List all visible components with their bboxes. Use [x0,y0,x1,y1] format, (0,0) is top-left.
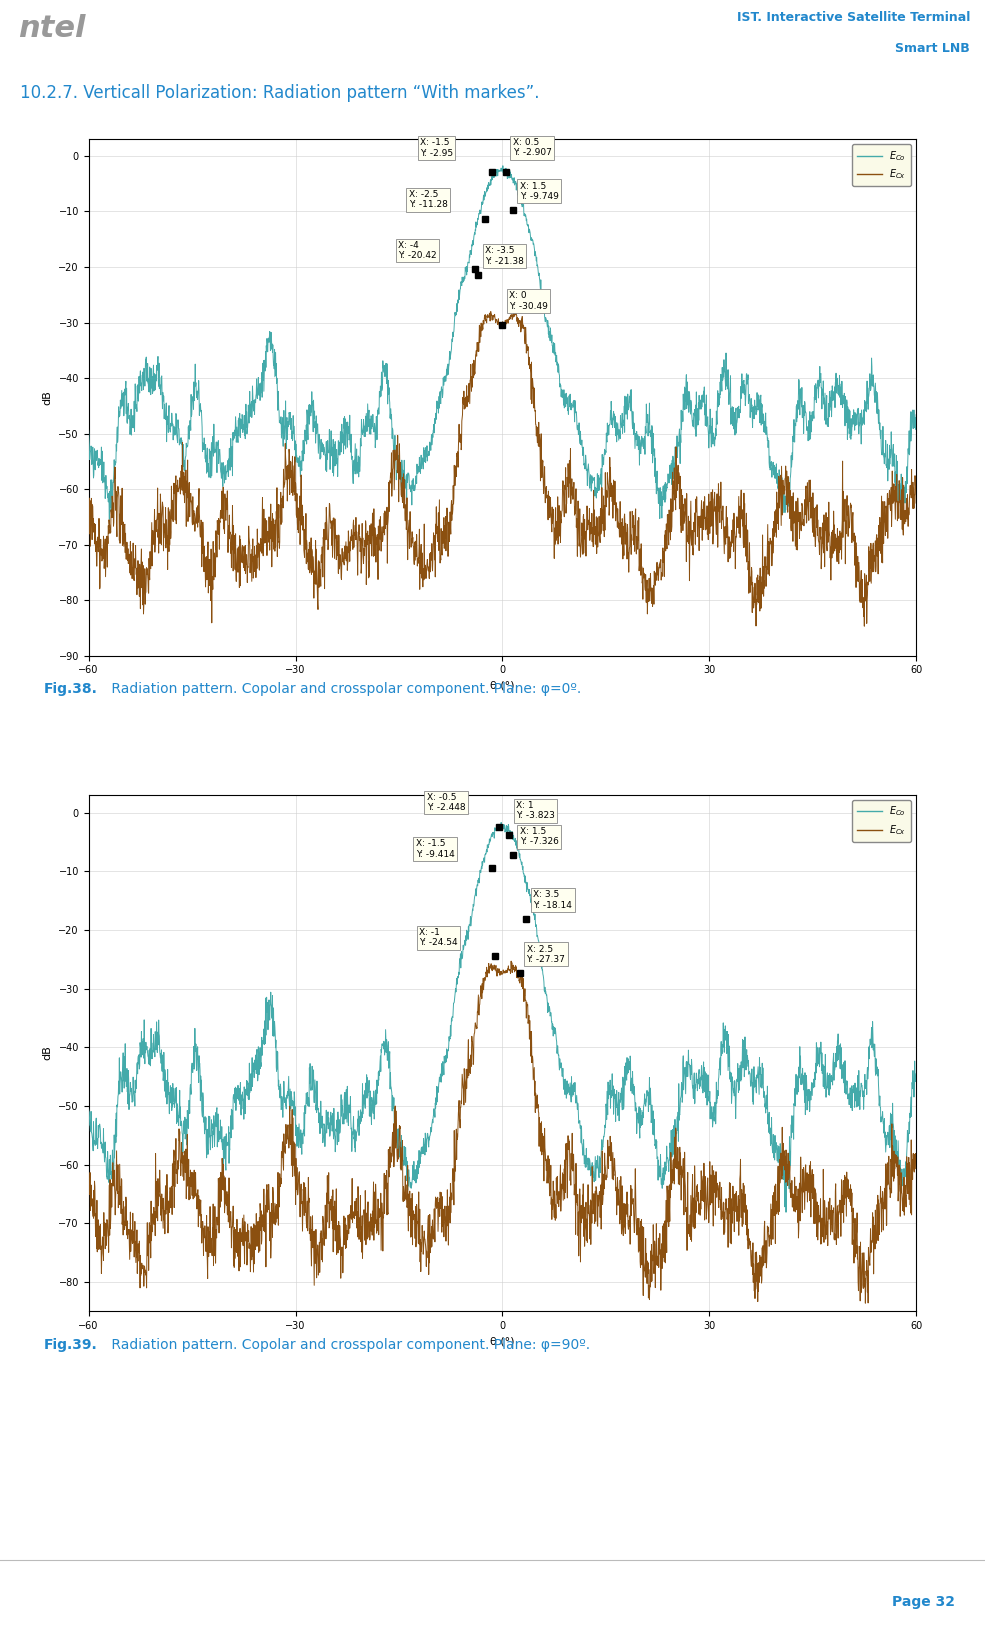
Text: X: 1.5
Y: -9.749: X: 1.5 Y: -9.749 [520,182,558,202]
Text: Page 32: Page 32 [892,1595,955,1608]
Text: Smart LNB: Smart LNB [895,43,970,56]
Legend: $E_{Co}$, $E_{Cx}$: $E_{Co}$, $E_{Cx}$ [852,144,911,187]
Text: X: -1.5
Y: -2.95: X: -1.5 Y: -2.95 [420,138,453,157]
Text: Fig.39.: Fig.39. [43,1337,98,1352]
Text: ntel: ntel [18,13,86,43]
Text: Fig.38.: Fig.38. [43,682,98,697]
Y-axis label: dB: dB [43,1046,53,1060]
Text: Radiation pattern. Copolar and crosspolar component. Plane: φ=90º.: Radiation pattern. Copolar and crosspola… [106,1337,590,1352]
Text: X: 0.5
Y: -2.907: X: 0.5 Y: -2.907 [513,138,552,157]
Text: X: -3.5
Y: -21.38: X: -3.5 Y: -21.38 [486,246,524,266]
Text: X: 0
Y: -30.49: X: 0 Y: -30.49 [509,292,549,310]
Text: X: -1
Y: -24.54: X: -1 Y: -24.54 [419,928,458,947]
Y-axis label: dB: dB [43,390,53,405]
Text: X: 3.5
Y: -18.14: X: 3.5 Y: -18.14 [534,890,572,910]
Text: X: -2.5
Y: -11.28: X: -2.5 Y: -11.28 [409,190,447,210]
Text: 10.2.7. Verticall Polarization: Radiation pattern “With markes”.: 10.2.7. Verticall Polarization: Radiatio… [20,85,539,102]
Text: X: -1.5
Y: -9.414: X: -1.5 Y: -9.414 [416,839,454,859]
X-axis label: θ (°): θ (°) [491,1336,514,1347]
X-axis label: θ (°): θ (°) [491,680,514,692]
Text: X: -4
Y: -20.42: X: -4 Y: -20.42 [398,241,437,261]
Text: IST. Interactive Satellite Terminal: IST. Interactive Satellite Terminal [737,11,970,25]
Text: X: 1
Y: -3.823: X: 1 Y: -3.823 [516,801,556,820]
Text: X: 1.5
Y: -7.326: X: 1.5 Y: -7.326 [520,828,558,846]
Text: X: 2.5
Y: -27.37: X: 2.5 Y: -27.37 [527,944,565,964]
Text: Radiation pattern. Copolar and crosspolar component. Plane: φ=0º.: Radiation pattern. Copolar and crosspola… [106,682,581,697]
Legend: $E_{Co}$, $E_{Cx}$: $E_{Co}$, $E_{Cx}$ [852,800,911,842]
Text: X: -0.5
Y: -2.448: X: -0.5 Y: -2.448 [427,793,465,813]
